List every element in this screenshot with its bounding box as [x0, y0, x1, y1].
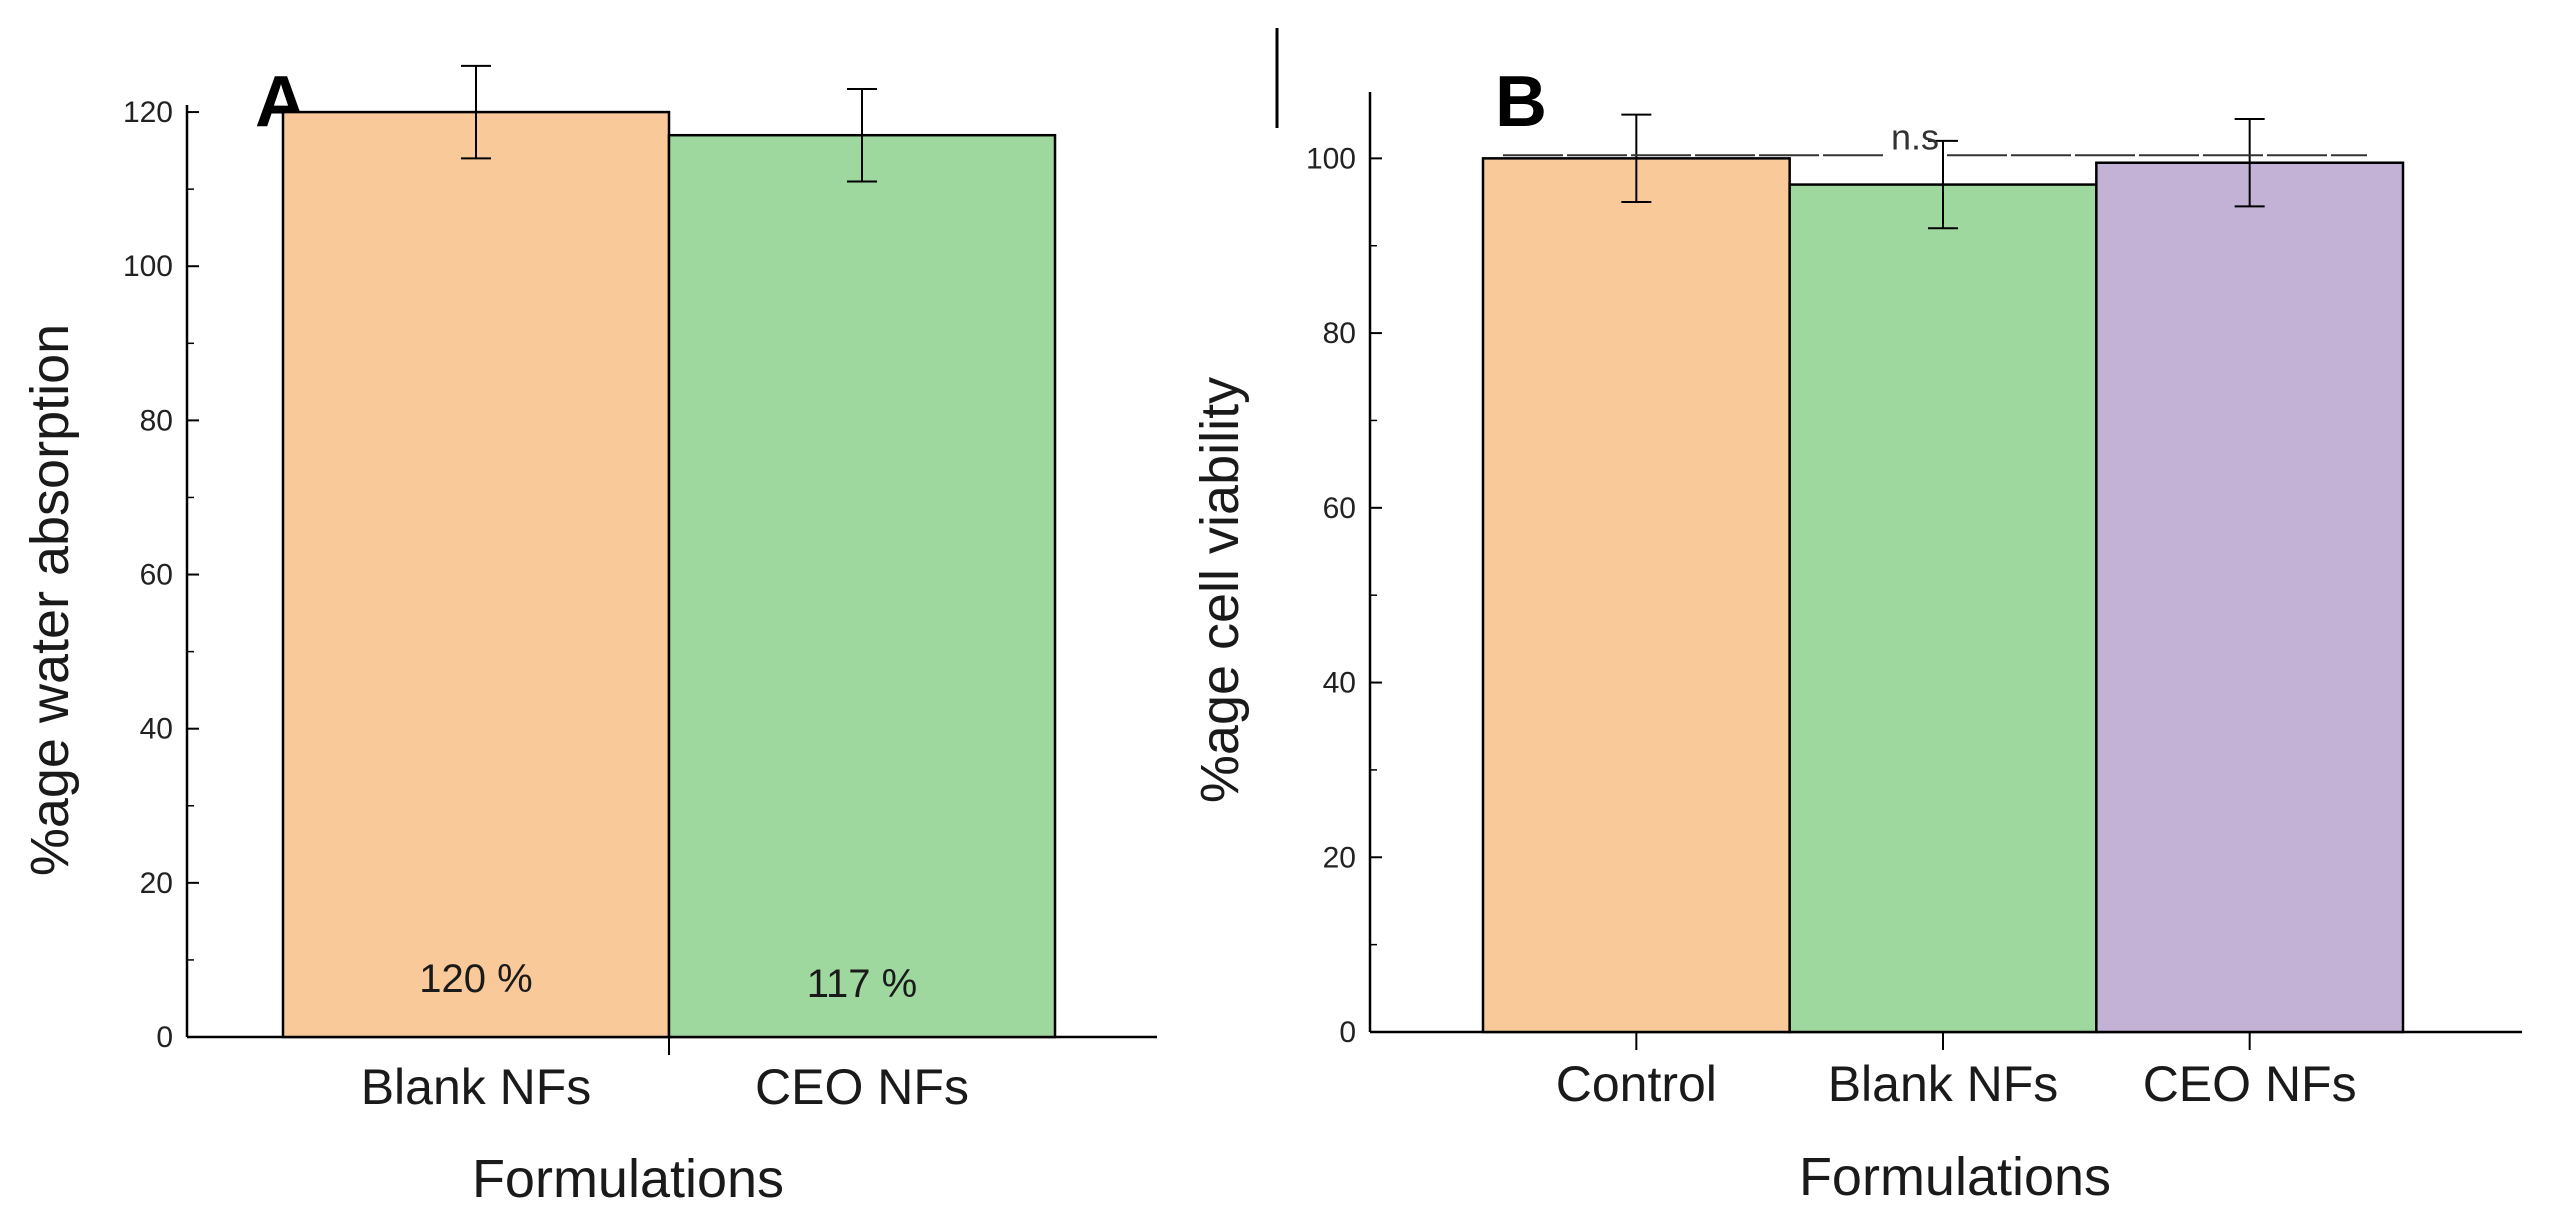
panel-a-y-tick-label: 0 — [156, 1021, 173, 1054]
panel-a-y-axis-title: %age water absorption — [20, 324, 80, 876]
panel-a-water-absorption-chart: A %age water absorption Formulations 020… — [20, 62, 1157, 1209]
panel-b-y-tick-label: 40 — [1323, 667, 1356, 700]
panel-b-bar-1 — [1788, 183, 2098, 1034]
panel-b-y-axis-title: %age cell viability — [1190, 377, 1250, 803]
panel-a-bar-value-label: 120 % — [419, 957, 532, 1001]
panel-b-y-tick-label: 80 — [1323, 317, 1356, 350]
panel-b-y-tick-label: 20 — [1323, 841, 1356, 874]
panel-b-category-label: Control — [1556, 1056, 1717, 1112]
panel-b-y-tick-label: 100 — [1306, 142, 1356, 175]
panel-a-y-tick-label: 100 — [123, 250, 173, 283]
panel-b-cell-viability-chart: B %age cell viability Formulations 0 20 40… — [1190, 28, 2522, 1207]
panel-a-category-label: Blank NFs — [361, 1059, 592, 1115]
panel-b-category-label: CEO NFs — [2143, 1056, 2357, 1112]
panel-a-y-tick-label: 60 — [140, 559, 173, 592]
panel-a-y-tick-label: 40 — [140, 713, 173, 746]
panel-b-category-label: Blank NFs — [1828, 1056, 2059, 1112]
panel-a-y-tick-label: 20 — [140, 867, 173, 900]
panel-b-x-axis-title: Formulations — [1799, 1147, 2111, 1207]
panel-b-y-tick-label: 0 — [1339, 1016, 1356, 1049]
panel-b-letter: B — [1495, 62, 1547, 142]
panel-a-bar-1 — [667, 133, 1057, 1039]
panel-a-y-tick-label: 80 — [140, 404, 173, 437]
panel-b-significance-label: n.s — [1891, 116, 1939, 157]
panel-a-bar-0 — [281, 110, 671, 1039]
panel-b-bar-2 — [2095, 161, 2405, 1034]
panel-a-category-label: CEO NFs — [755, 1059, 969, 1115]
panel-a-bar-value-label: 117 % — [807, 962, 917, 1006]
panel-a-y-tick-label: 120 — [123, 96, 173, 129]
panel-a-x-axis-title: Formulations — [472, 1149, 784, 1209]
panel-b-y-tick-label: 60 — [1323, 492, 1356, 525]
panel-b-bar-0 — [1481, 157, 1791, 1034]
